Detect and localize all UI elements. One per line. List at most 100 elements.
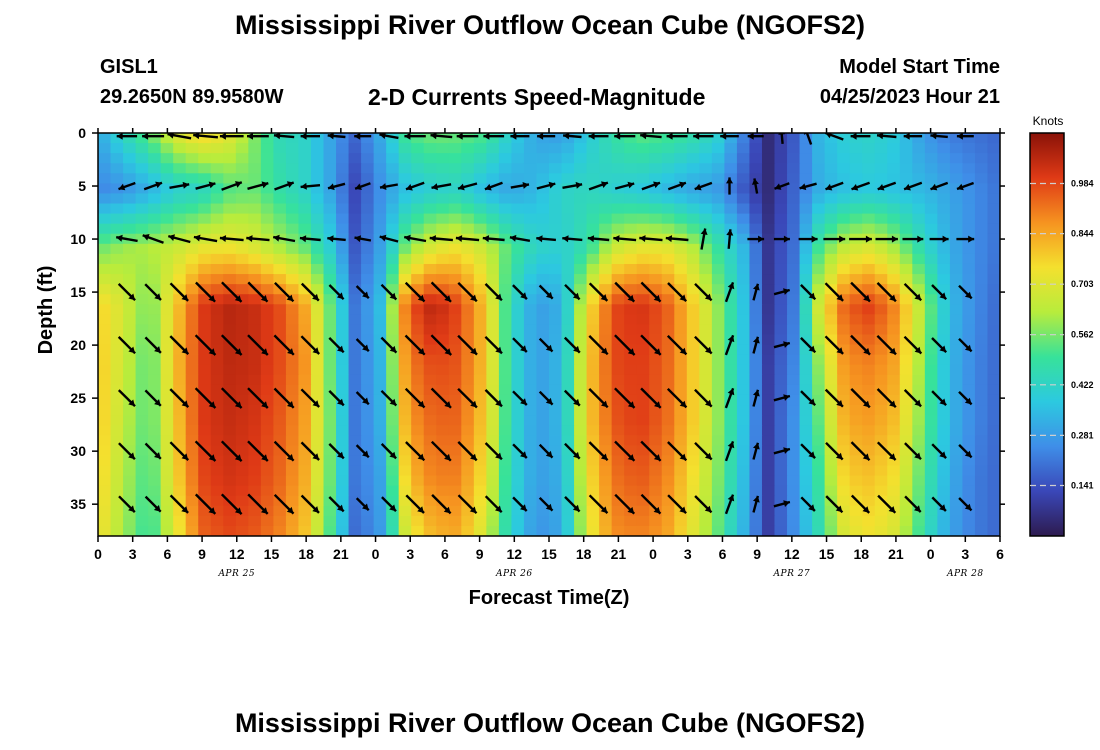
heatmap-cell [523, 304, 538, 315]
heatmap-cell [749, 314, 763, 326]
heatmap-cell [561, 243, 575, 255]
arrow-head [964, 397, 972, 405]
heatmap-cell [348, 243, 362, 255]
heatmap-cell [711, 525, 725, 536]
heatmap-cell [110, 334, 124, 346]
current-arrow [482, 235, 505, 243]
heatmap-cell [937, 153, 951, 164]
heatmap-cell [912, 324, 926, 336]
arrow-head [726, 229, 734, 236]
heatmap-cell [686, 384, 700, 396]
heatmap-cell [799, 263, 813, 275]
heatmap-cell [248, 153, 262, 164]
current-arrow [903, 389, 922, 408]
heatmap-cell [348, 143, 362, 154]
heatmap-cell [774, 354, 788, 366]
heatmap-cell [962, 294, 976, 305]
heatmap-cell [373, 374, 387, 386]
heatmap-cell [887, 364, 901, 376]
heatmap-cell [761, 163, 776, 174]
heatmap-cell [398, 253, 412, 265]
heatmap-cell [887, 394, 901, 406]
heatmap-cell [411, 183, 425, 195]
heatmap-cell [223, 304, 237, 315]
heatmap-cell [949, 455, 964, 467]
heatmap-cell [611, 515, 625, 527]
heatmap-cell [761, 384, 776, 396]
heatmap-cell [461, 364, 475, 376]
current-arrow [247, 334, 269, 356]
heatmap-cell [711, 284, 725, 295]
arrow-head [327, 133, 334, 140]
heatmap-cell [787, 133, 801, 144]
heatmap-cell [887, 515, 901, 527]
heatmap-cell [210, 425, 224, 436]
heatmap-cell [486, 133, 500, 144]
heatmap-cell [799, 173, 813, 184]
arrow-head [825, 133, 832, 139]
heatmap-cell [887, 304, 901, 315]
heatmap-cell [899, 435, 913, 446]
heatmap-cell [423, 364, 437, 376]
heatmap-cell [774, 203, 788, 215]
heatmap-cell [586, 153, 600, 164]
heatmap-cell [611, 525, 625, 536]
heatmap-cell [949, 495, 964, 507]
current-arrow [509, 234, 531, 242]
heatmap-cell [586, 354, 600, 366]
heatmap-cell [686, 495, 700, 507]
heatmap-cell [862, 515, 876, 527]
heatmap-cell [386, 374, 400, 386]
heatmap-cell [799, 314, 813, 326]
heatmap-cell [924, 153, 938, 164]
heatmap-cell [160, 163, 174, 174]
heatmap-cell [624, 354, 638, 366]
current-arrow [640, 334, 662, 356]
heatmap-cell [310, 485, 325, 497]
heatmap-cell [473, 384, 487, 396]
heatmap-cell [386, 455, 400, 467]
heatmap-cell [924, 294, 938, 305]
heatmap-cell [223, 334, 237, 346]
arrow-head [328, 183, 335, 191]
heatmap-cell [699, 425, 713, 436]
x-tick-label: 6 [441, 546, 449, 562]
heatmap-cell [749, 153, 763, 164]
heatmap-cell [937, 475, 951, 487]
heatmap-cell [686, 183, 700, 195]
heatmap-cell [674, 425, 688, 436]
current-arrow [273, 493, 295, 515]
heatmap-cell [160, 294, 174, 305]
heatmap-cell [273, 324, 287, 336]
heatmap-cell [649, 405, 663, 416]
current-arrow [380, 389, 398, 407]
heatmap-cell [298, 284, 312, 295]
heatmap-cell [761, 525, 776, 536]
heatmap-cell [185, 495, 199, 507]
heatmap-cell [386, 203, 400, 215]
heatmap-cell [611, 445, 625, 456]
heatmap-cell [336, 475, 350, 487]
heatmap-cell [787, 213, 801, 225]
heatmap-cell [135, 203, 149, 215]
heatmap-cell [248, 525, 262, 536]
heatmap-cell [123, 415, 137, 426]
heatmap-cell [974, 485, 989, 497]
heatmap-cell [611, 223, 625, 235]
heatmap-cell [761, 354, 776, 366]
heatmap-cell [661, 455, 675, 467]
heatmap-cell [461, 193, 475, 205]
heatmap-cell [661, 445, 675, 456]
heatmap-cell [198, 435, 212, 446]
heatmap-cell [837, 465, 851, 477]
heatmap-cell [636, 203, 650, 215]
heatmap-cell [298, 243, 312, 255]
heatmap-cell [611, 263, 625, 275]
heatmap-cell [724, 465, 738, 477]
heatmap-cell [849, 465, 863, 477]
heatmap-cell [674, 314, 688, 326]
heatmap-cell [624, 475, 638, 487]
heatmap-cell [198, 314, 212, 326]
heatmap-cell [198, 344, 212, 356]
heatmap-cell [824, 213, 838, 225]
